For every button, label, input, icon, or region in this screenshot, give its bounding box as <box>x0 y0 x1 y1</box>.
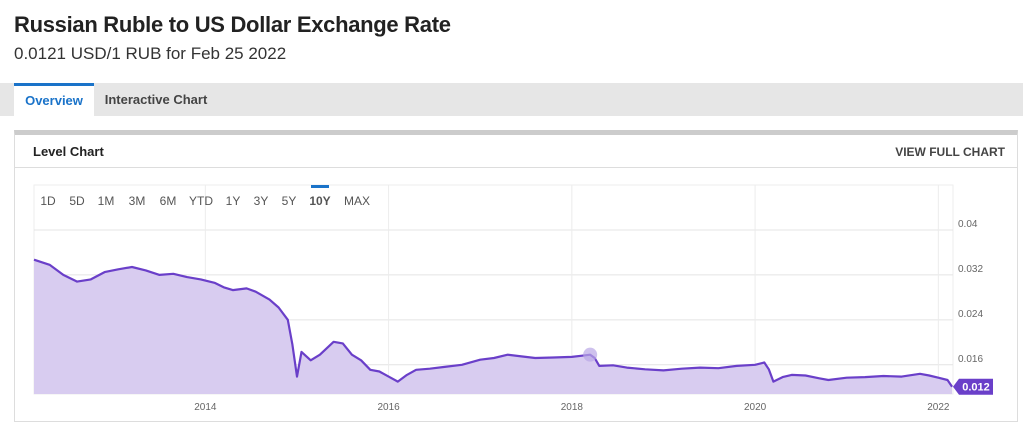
range-button-max[interactable]: MAX <box>344 194 370 208</box>
last-value-badge <box>953 378 993 395</box>
range-button-6m[interactable]: 6M <box>160 194 177 208</box>
tab-interactive-chart[interactable]: Interactive Chart <box>104 92 208 107</box>
range-button-1m[interactable]: 1M <box>98 194 115 208</box>
range-button-ytd[interactable]: YTD <box>189 194 213 208</box>
range-button-10y[interactable]: 10Y <box>309 194 330 208</box>
x-tick-label: 2022 <box>927 402 950 413</box>
panel-header: Level Chart VIEW FULL CHART <box>15 135 1017 168</box>
x-tick-label: 2016 <box>377 402 400 413</box>
series-line <box>33 258 954 388</box>
range-button-5d[interactable]: 5D <box>69 194 85 208</box>
tab-bar: Overview Interactive Chart <box>0 83 1023 116</box>
last-value-label: 0.012 <box>962 382 990 394</box>
x-tick-label: 2020 <box>744 402 767 413</box>
active-range-indicator <box>311 185 329 188</box>
x-tick-label: 2014 <box>194 402 217 413</box>
level-chart-panel: Level Chart VIEW FULL CHART <box>14 130 1018 422</box>
rate-subtitle: 0.0121 USD/1 RUB for Feb 25 2022 <box>14 44 287 63</box>
x-tick-label: 2018 <box>561 402 584 413</box>
panel-title: Level Chart <box>33 144 104 159</box>
highlight-marker <box>583 347 598 362</box>
tab-overview[interactable]: Overview <box>14 83 94 116</box>
y-tick-label: 0.016 <box>958 354 983 365</box>
y-tick-label: 0.04 <box>958 219 978 230</box>
page-title: Russian Ruble to US Dollar Exchange Rate <box>14 12 451 37</box>
range-button-3y[interactable]: 3Y <box>254 194 269 208</box>
y-tick-label: 0.024 <box>958 309 983 320</box>
range-button-5y[interactable]: 5Y <box>282 194 297 208</box>
range-button-1d[interactable]: 1D <box>40 194 56 208</box>
range-button-3m[interactable]: 3M <box>129 194 146 208</box>
y-tick-label: 0.032 <box>958 264 983 275</box>
range-button-1y[interactable]: 1Y <box>226 194 241 208</box>
view-full-chart-link[interactable]: VIEW FULL CHART <box>895 145 1005 159</box>
series-area <box>34 259 953 394</box>
